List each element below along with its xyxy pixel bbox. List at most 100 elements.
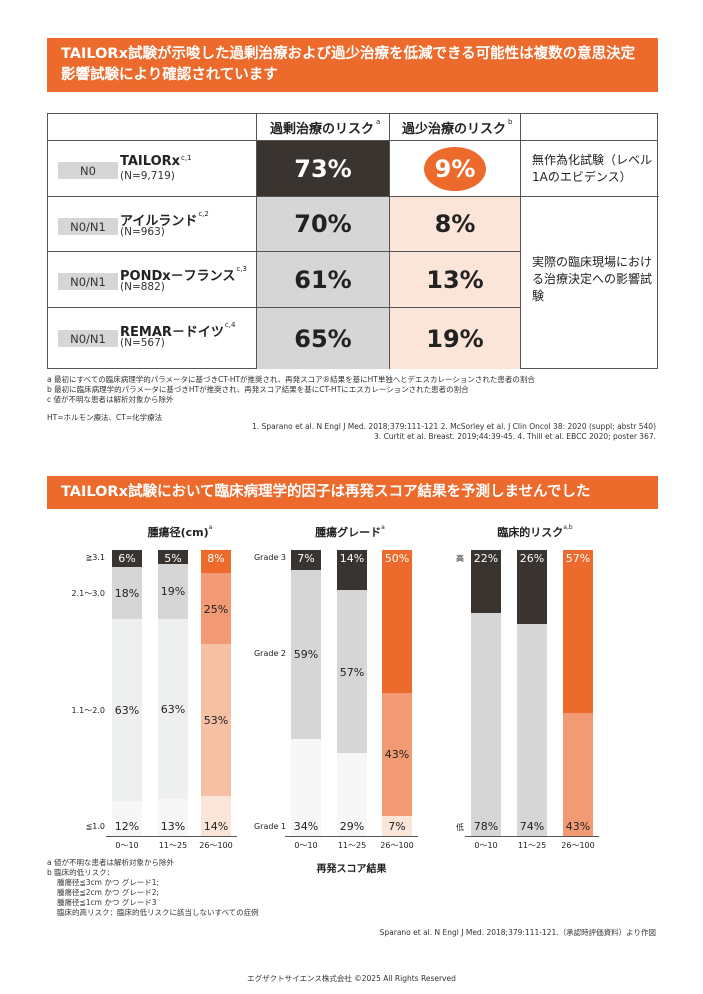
footnotes-2: a 値が不明な患者は解析対象から除外 b 臨床的低リスク： 腫瘍径≦3cm かつ… [47,858,259,917]
stack-category-label: ≦1.0 [85,822,105,831]
bar-segment [291,570,321,739]
x-tick-label: 0～10 [115,841,139,850]
x-axis-line [106,836,237,837]
bar-segment [563,713,593,836]
stage-tag: N0 [58,162,118,179]
table-rule [389,114,390,368]
x-tick-label: 11～25 [337,841,367,850]
x-tick-label: 11～25 [517,841,547,850]
bar-segment [337,753,367,836]
x-tick-label: 26～100 [380,841,414,850]
bar-segment [112,567,142,620]
data-label: 74% [519,820,545,833]
bar-segment [201,572,231,645]
data-label: 19% [160,585,186,599]
table-rule [520,196,659,197]
trial-name: TAILORxc,1 [120,154,192,169]
references-2: Sparano et al. N Engl J Med. 2018;379:11… [379,928,656,937]
bar-segment [563,550,593,714]
section1-banner: TAILORx試験が示唆した過剰治療および過少治療を低減できる可能性は複数の意思… [47,38,658,92]
data-label: 53% [203,714,229,728]
header-undertreatment: 過少治療のリスク b [402,118,513,137]
trial-name: PONDx－フランスc,3 [120,265,247,284]
section2-banner: TAILORx試験において臨床病理学的因子は再発スコア結果を予測しませんでした [47,476,658,509]
data-label: 59% [293,648,319,662]
data-label: 50% [384,552,410,565]
bar-segment [471,612,501,836]
stack-category-label: Grade 1 [253,822,286,831]
under-cell-row2: 8% [390,197,520,251]
copyright-footer: エグザクトサイエンス株式会社 ©2025 All Rights Reserved [247,974,456,983]
data-label: 63% [160,702,186,716]
data-label: 7% [297,552,315,565]
data-label: 63% [114,704,140,718]
data-label: 43% [565,820,591,833]
data-label: 34% [293,820,319,833]
bar-segment [291,550,321,571]
stage-tag: N0/N1 [58,218,118,235]
bar-segment [158,564,188,619]
x-tick-label: 0～10 [474,841,498,850]
bar-segment [112,619,142,802]
stack-category-label: 1.1～2.0 [71,706,105,716]
x-tick-label: 26～100 [199,841,233,850]
data-label: 57% [339,665,365,679]
section1-title: TAILORx試験が示唆した過剰治療および過少治療を低減できる可能性は複数の意思… [61,46,636,83]
table-rule [48,140,657,141]
footnotes-1: a 最初にすべての臨床病理学的パラメータに基づきCT-HTが推奨され、再発スコア… [47,375,535,422]
data-label: 57% [565,552,591,565]
bar-segment [201,644,231,796]
x-tick-label: 11～25 [158,841,188,850]
bar-segment [382,550,412,693]
data-label: 6% [118,552,136,565]
data-label: 5% [164,552,182,565]
data-label: 8% [207,552,225,565]
bar-segment [201,550,231,573]
bar-segment [158,618,188,799]
chart-title-tumor-size: 腫瘍径(cm)a [147,524,213,539]
bar-segment [517,624,547,836]
under-cell-row1: 9% [390,141,520,196]
table-rule [256,114,257,368]
header-overtreatment: 過剰治療のリスク a [270,118,381,137]
under-cell-row4: 19% [390,308,520,369]
trial-n: (N=963) [120,226,165,238]
bar-segment [158,550,188,565]
table-rule [520,114,521,368]
bar-segment [382,693,412,816]
table-rule [48,196,520,197]
table-rule [48,251,520,252]
over-cell-row4: 65% [257,308,389,369]
trial-name: REMAR－ドイツc,4 [120,321,236,340]
x-tick-label: 26～100 [561,841,595,850]
bar-segment [471,550,501,613]
data-label: 12% [114,820,140,833]
x-axis-title: 再発スコア結果 [316,864,387,875]
bar-segment [112,801,142,836]
over-cell-row2: 70% [257,197,389,251]
references-1: 1. Sparano et al. N Engl J Med. 2018;379… [252,422,656,441]
data-label: 7% [388,820,406,833]
stack-category-label: 低 [456,823,464,832]
under-cell-row3: 13% [390,252,520,307]
x-axis-line [285,836,418,837]
trial-n: (N=567) [120,337,165,349]
trial-n: (N=882) [120,281,165,293]
data-label: 78% [473,820,499,833]
bar-segment [291,738,321,836]
data-label: 29% [339,820,365,833]
stack-category-label: Grade 3 [253,553,286,562]
x-axis-line [465,836,599,837]
stage-tag: N0/N1 [58,273,118,290]
bar-segment [201,795,231,836]
chart-title-clinical-risk: 臨床的リスクa,b [497,524,573,539]
bar-segment [337,590,367,754]
data-label: 26% [519,552,545,565]
note-decision-impact: 実際の臨床現場における治療決定への影響試験 [532,255,653,303]
stack-category-label: 高 [456,554,464,563]
section2-title: TAILORx試験において臨床病理学的因子は再発スコア結果を予測しませんでした [61,484,591,500]
comparison-table: 過剰治療のリスク a 過少治療のリスク b 73% 9% 70% 8% 61% 13… [47,113,659,369]
data-label: 22% [473,552,499,565]
note-randomized: 無作為化試験（レベル1Aのエビデンス） [532,153,653,184]
bar-segment [158,798,188,836]
